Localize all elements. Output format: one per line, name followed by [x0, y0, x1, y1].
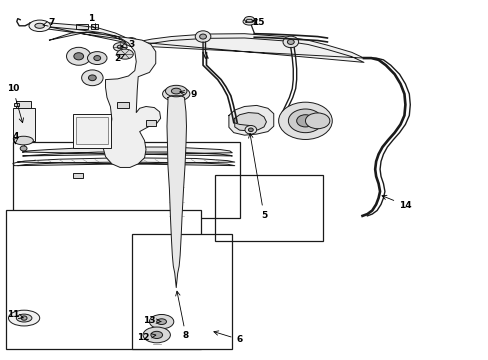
Ellipse shape — [21, 316, 27, 320]
Text: 10: 10 — [7, 84, 23, 123]
Text: 3: 3 — [121, 40, 134, 49]
Ellipse shape — [87, 51, 107, 64]
Text: 1: 1 — [88, 14, 95, 29]
Ellipse shape — [94, 55, 101, 60]
Polygon shape — [137, 34, 363, 62]
Text: 15: 15 — [251, 18, 264, 27]
Ellipse shape — [81, 70, 103, 86]
Bar — [215, 175, 322, 241]
Ellipse shape — [125, 38, 137, 46]
Bar — [13, 108, 35, 140]
Polygon shape — [18, 158, 234, 166]
Ellipse shape — [113, 42, 127, 51]
Polygon shape — [245, 19, 252, 22]
Bar — [132, 234, 232, 348]
Ellipse shape — [244, 126, 256, 134]
Ellipse shape — [243, 18, 255, 25]
Text: 7: 7 — [43, 18, 55, 27]
Bar — [14, 103, 19, 107]
Ellipse shape — [305, 113, 329, 129]
Ellipse shape — [244, 17, 254, 22]
Ellipse shape — [165, 85, 186, 97]
Text: 6: 6 — [213, 331, 242, 344]
Bar — [146, 120, 156, 126]
Bar — [13, 142, 239, 218]
Ellipse shape — [117, 45, 123, 49]
Ellipse shape — [129, 40, 134, 44]
Bar — [91, 24, 98, 29]
Ellipse shape — [278, 102, 331, 139]
Ellipse shape — [20, 146, 27, 151]
Ellipse shape — [143, 327, 170, 343]
Ellipse shape — [288, 109, 322, 133]
Text: 13: 13 — [143, 316, 161, 325]
Ellipse shape — [199, 34, 206, 39]
Ellipse shape — [248, 128, 253, 132]
Bar — [117, 102, 129, 108]
Ellipse shape — [117, 49, 133, 59]
Bar — [73, 173, 82, 178]
Ellipse shape — [29, 20, 50, 32]
Ellipse shape — [162, 87, 189, 101]
Ellipse shape — [88, 75, 96, 81]
Text: 5: 5 — [248, 134, 266, 220]
Ellipse shape — [14, 136, 33, 145]
Ellipse shape — [66, 47, 91, 65]
Polygon shape — [166, 96, 186, 288]
Text: 12: 12 — [137, 333, 156, 342]
Polygon shape — [234, 113, 266, 131]
Ellipse shape — [171, 88, 181, 94]
Ellipse shape — [74, 53, 83, 60]
Polygon shape — [22, 147, 232, 156]
Polygon shape — [228, 105, 273, 135]
Text: 2: 2 — [114, 54, 124, 63]
Bar — [5, 211, 200, 348]
Text: 14: 14 — [381, 195, 411, 210]
Bar — [76, 24, 88, 29]
Bar — [73, 114, 111, 148]
Polygon shape — [30, 23, 131, 44]
Ellipse shape — [195, 31, 210, 42]
Ellipse shape — [296, 115, 314, 127]
Text: 4: 4 — [12, 132, 19, 144]
Ellipse shape — [149, 315, 173, 329]
Bar — [76, 117, 108, 144]
Ellipse shape — [35, 23, 44, 28]
Text: 8: 8 — [175, 291, 189, 341]
Text: 11: 11 — [7, 310, 23, 319]
Ellipse shape — [8, 310, 40, 326]
Ellipse shape — [16, 314, 32, 322]
Text: 9: 9 — [180, 90, 196, 99]
Bar — [16, 101, 31, 108]
Ellipse shape — [151, 331, 162, 338]
Polygon shape — [49, 32, 160, 167]
Ellipse shape — [287, 40, 294, 44]
Ellipse shape — [283, 36, 298, 48]
Ellipse shape — [157, 319, 166, 324]
